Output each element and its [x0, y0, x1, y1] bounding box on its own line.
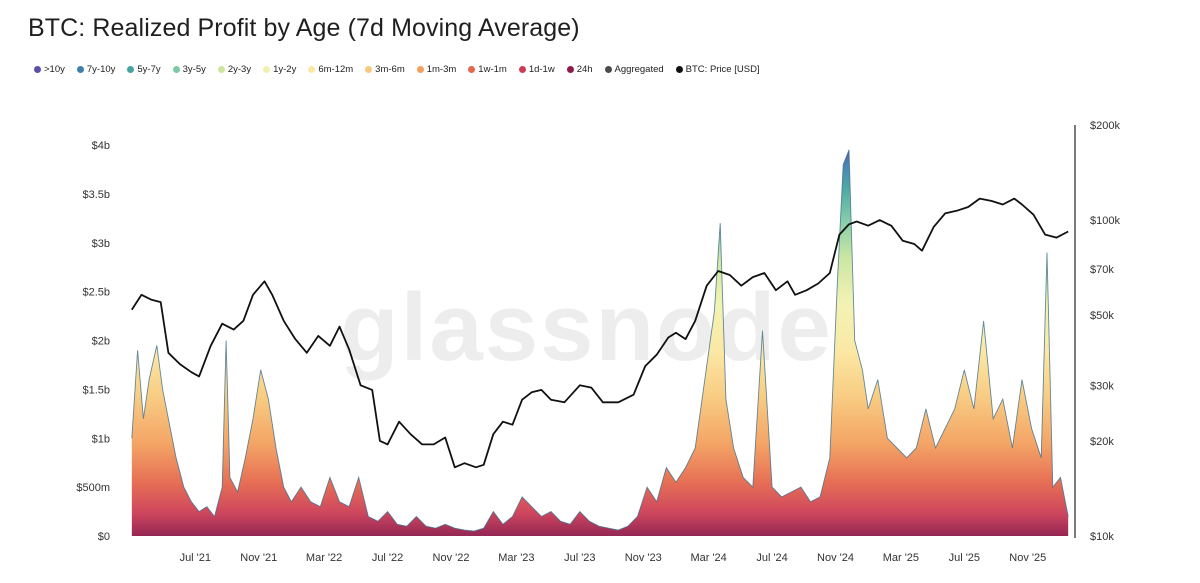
y-left-tick-label: $2.5b	[82, 287, 110, 299]
legend-item[interactable]: >10y	[34, 64, 65, 75]
legend-swatch	[127, 66, 135, 73]
x-tick-label: Nov '25	[1009, 552, 1046, 564]
y-right-tick-label: $20k	[1090, 436, 1114, 448]
y-left-tick-label: $3.5b	[82, 189, 110, 201]
x-tick-label: Jul '24	[756, 552, 787, 564]
legend-item[interactable]: BTC: Price [USD]	[675, 64, 760, 75]
legend-swatch	[566, 66, 574, 73]
legend-swatch	[263, 66, 271, 73]
x-tick-label: Nov '23	[625, 552, 662, 564]
legend-swatch	[468, 66, 476, 73]
y-left-tick-label: $500m	[76, 482, 110, 494]
x-tick-label: Nov '22	[433, 552, 470, 564]
legend-swatch	[172, 66, 180, 73]
legend-item[interactable]: 1m-3m	[416, 64, 457, 75]
legend-label: 24h	[576, 64, 593, 75]
x-tick-label: Mar '24	[690, 552, 726, 564]
legend-item[interactable]: 3y-5y	[172, 64, 206, 75]
btc-price-line	[131, 197, 1069, 469]
y-left-tick-label: $3b	[92, 238, 110, 250]
legend-item[interactable]: 3m-6m	[365, 64, 405, 75]
x-tick-label: Nov '24	[817, 552, 854, 564]
y-right-tick-label: $200k	[1090, 120, 1120, 132]
legend-label: 1w-1m	[478, 64, 507, 75]
legend-swatch	[675, 66, 683, 73]
legend-swatch	[416, 66, 424, 73]
legend-label: 7y-10y	[86, 64, 116, 75]
watermark: glassnode	[340, 274, 833, 381]
y-left-tick-label: $1.5b	[82, 384, 110, 396]
legend-item[interactable]: 6m-12m	[308, 64, 353, 75]
legend-item[interactable]: 1y-2y	[263, 64, 296, 75]
y-right-tick-label: $50k	[1090, 310, 1114, 322]
legend-label: Aggregated	[614, 64, 664, 75]
legend-label: 2y-3y	[227, 64, 252, 75]
chart-legend: >10y 7y-10y 5y-7y 3y-5y 2y-3y 1y-2y 6m-12m 3m-6…	[34, 64, 760, 75]
chart-title: BTC: Realized Profit by Age (7d Moving A…	[28, 14, 580, 42]
legend-item[interactable]: 1d-1w	[518, 64, 555, 75]
y-left-tick-label: $0	[98, 531, 110, 543]
legend-swatch	[518, 66, 526, 73]
x-tick-label: Jul '23	[564, 552, 595, 564]
legend-swatch	[604, 66, 612, 73]
y-left-tick-label: $2b	[92, 336, 110, 348]
legend-item[interactable]: 2y-3y	[217, 64, 252, 75]
legend-label: >10y	[44, 64, 65, 75]
x-tick-label: Mar '23	[498, 552, 534, 564]
legend-label: 5y-7y	[137, 64, 161, 75]
y-right-tick-label: $10k	[1090, 531, 1114, 543]
legend-item[interactable]: 7y-10y	[76, 64, 116, 75]
legend-label: 1y-2y	[273, 64, 297, 75]
legend-swatch	[365, 66, 373, 73]
legend-swatch	[34, 66, 41, 73]
x-tick-label: Nov '21	[240, 552, 277, 564]
legend-item[interactable]: 5y-7y	[127, 64, 161, 75]
legend-label: 3m-6m	[375, 64, 405, 75]
legend-label: 1m-3m	[426, 64, 457, 75]
legend-label: 6m-12m	[318, 64, 354, 75]
legend-swatch	[308, 66, 316, 73]
x-tick-label: Jul '22	[372, 552, 403, 564]
legend-label: 1d-1w	[528, 64, 555, 75]
y-right-tick-label: $30k	[1090, 380, 1114, 392]
legend-item[interactable]: Aggregated	[604, 64, 664, 75]
legend-item[interactable]: 1w-1m	[468, 64, 507, 75]
legend-swatch	[217, 66, 225, 73]
legend-swatch	[76, 66, 84, 73]
legend-item[interactable]: 24h	[566, 64, 593, 75]
y-left-tick-label: $4b	[92, 140, 110, 152]
x-tick-label: Mar '22	[306, 552, 342, 564]
legend-label: 3y-5y	[182, 64, 206, 75]
y-left-tick-label: $1b	[92, 433, 110, 445]
legend-label: BTC: Price [USD]	[685, 64, 760, 75]
x-tick-label: Mar '25	[883, 552, 919, 564]
x-tick-label: Jul '25	[949, 552, 980, 564]
x-tick-label: Jul '21	[180, 552, 211, 564]
y-right-tick-label: $100k	[1090, 215, 1120, 227]
aggregated-line	[131, 149, 1069, 532]
y-right-tick-label: $70k	[1090, 264, 1114, 276]
realized-profit-area	[131, 149, 1069, 536]
